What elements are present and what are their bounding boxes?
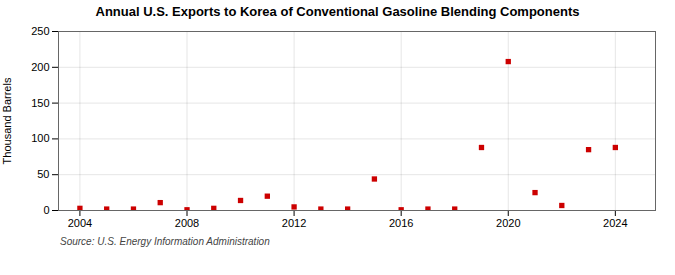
svg-text:2024: 2024 bbox=[603, 217, 627, 229]
svg-text:100: 100 bbox=[31, 132, 49, 144]
svg-text:150: 150 bbox=[31, 97, 49, 109]
svg-text:2004: 2004 bbox=[68, 217, 92, 229]
html-text:Source: U.S. Energy Informatio: Source: U.S. Energy Information Administ… bbox=[60, 236, 270, 247]
svg-text:2012: 2012 bbox=[282, 217, 306, 229]
svg-text:2020: 2020 bbox=[496, 217, 520, 229]
svg-text:0: 0 bbox=[43, 204, 49, 216]
svg-text:2016: 2016 bbox=[389, 217, 413, 229]
svg-text:50: 50 bbox=[37, 168, 49, 180]
html-text:Annual U.S. Exports to Korea o: Annual U.S. Exports to Korea of Conventi… bbox=[95, 4, 580, 19]
svg-text:2008: 2008 bbox=[175, 217, 199, 229]
svg-text:250: 250 bbox=[31, 25, 49, 37]
svg-text:200: 200 bbox=[31, 61, 49, 73]
svg-text:Thousand Barrels: Thousand Barrels bbox=[1, 77, 13, 164]
